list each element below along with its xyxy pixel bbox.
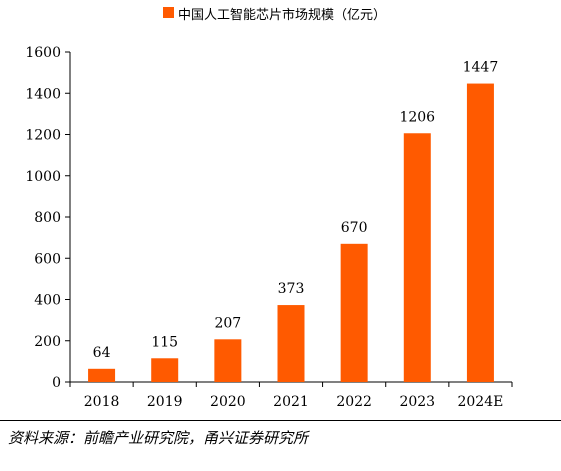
x-tick-label: 2022: [336, 394, 372, 410]
x-tick-label: 2018: [84, 394, 120, 410]
data-label: 64: [93, 345, 111, 361]
data-label: 207: [214, 315, 241, 331]
y-tick-label: 1400: [25, 86, 61, 102]
bar: [88, 368, 116, 382]
y-tick-label: 1600: [25, 45, 61, 61]
y-tick-label: 1200: [25, 128, 61, 144]
source-divider: [0, 420, 561, 421]
data-label: 670: [341, 220, 368, 236]
data-label: 1206: [399, 109, 435, 125]
bar: [151, 358, 179, 382]
x-tick-label: 2023: [399, 394, 435, 410]
y-tick-label: 600: [34, 251, 61, 267]
legend-swatch: [163, 7, 174, 18]
data-label: 115: [151, 334, 178, 350]
y-tick-label: 1000: [25, 169, 61, 185]
x-tick-label: 2024E: [457, 394, 503, 410]
x-tick-label: 2021: [273, 394, 309, 410]
y-tick-label: 0: [52, 375, 61, 391]
legend-label: 中国人工智能芯片市场规模（亿元）: [178, 8, 387, 23]
bar: [277, 305, 305, 382]
bar-chart: 0 200 400 600 800 1000 1200 1400 1600 64 2018 115 20…: [25, 45, 513, 410]
bar: [466, 83, 494, 383]
data-label: 373: [278, 281, 305, 297]
source-note: 资料来源：前瞻产业研究院，甬兴证券研究所: [8, 429, 309, 447]
y-tick-label: 800: [34, 210, 61, 226]
data-label: 1447: [463, 60, 499, 76]
bar: [403, 133, 431, 382]
bar: [340, 243, 368, 382]
y-tick-label: 400: [34, 293, 61, 309]
bar: [214, 339, 242, 382]
y-tick-label: 200: [34, 334, 61, 350]
x-tick-label: 2019: [147, 394, 183, 410]
x-tick-label: 2020: [210, 394, 246, 410]
